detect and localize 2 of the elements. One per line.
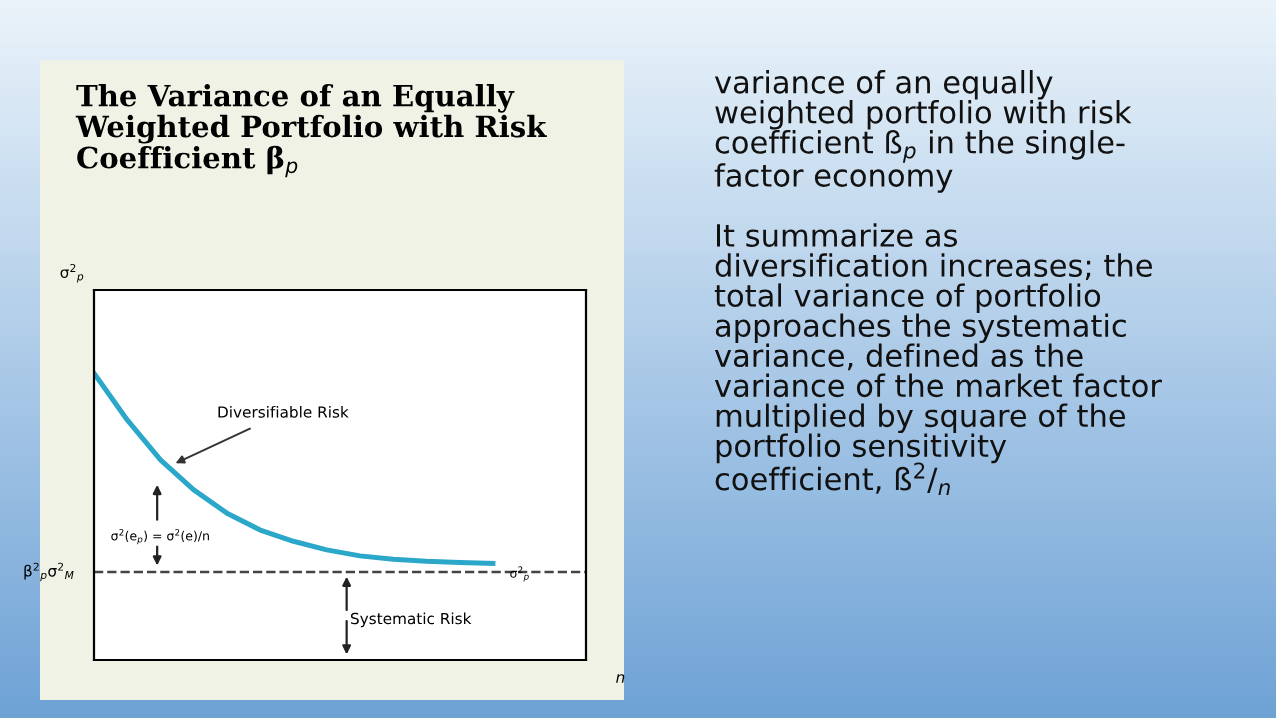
chart-title: The Variance of an Equally Weighted Portfolio with Risk Coefficient β$_{p}$ (75, 84, 547, 178)
text: variance of an equally weighted portfolio with risk coefficient ß$_{p}$ in the single- factor economy It summarize as diversification increases; the total variance of portfolio approaches the systematic variance, defined as the variance of the market factor multiplied by square of the portfolio sensitivity coefficient, ß$^{2}$/$_{n}$ (714, 70, 1162, 496)
